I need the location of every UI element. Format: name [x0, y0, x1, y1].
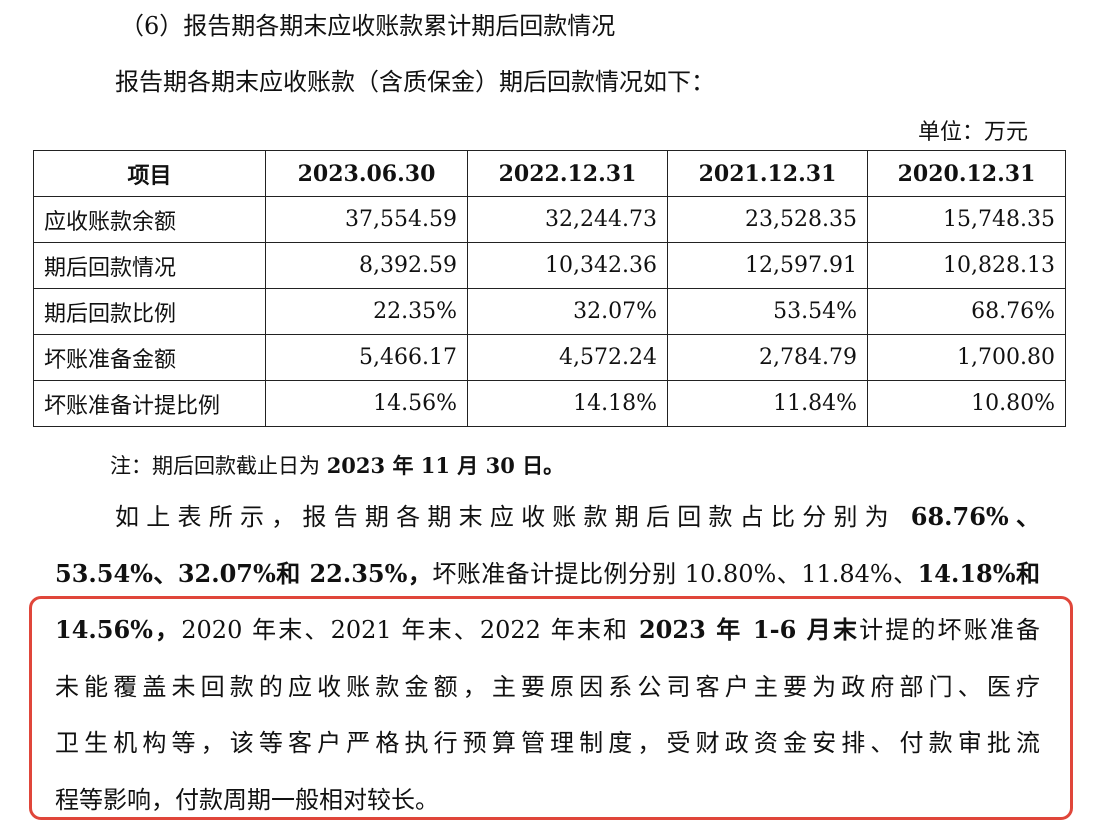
- cell: 1,700.80: [867, 334, 1066, 381]
- cell: 15,748.35: [867, 196, 1066, 243]
- table: 项目 2023.06.30 2022.12.31 2021.12.31 2020.12.…: [33, 150, 1066, 427]
- row-label: 坏账准备金额: [33, 334, 266, 381]
- cell: 68.76%: [867, 288, 1066, 335]
- cell: 2,784.79: [667, 334, 868, 381]
- text-run: 53.54%、32.07%和 22.35%，: [55, 558, 433, 588]
- cell: 5,466.17: [265, 334, 468, 381]
- text-run: 14.18%和: [917, 558, 1040, 588]
- unit: 单位：万元: [918, 120, 1029, 145]
- header-cell: 2022.12.31: [467, 150, 668, 197]
- text-run: 如上表所示，报告期各期末应收账款期后回款占比分别为: [115, 503, 911, 531]
- heading: （6）报告期各期末应收账款累计期后回款情况: [120, 12, 616, 40]
- text-run: 程等影响，付款周期一般相对较长。: [55, 785, 439, 814]
- cell: 8,392.59: [265, 242, 468, 289]
- cell: 10,828.13: [867, 242, 1066, 289]
- row-label: 期后回款比例: [33, 288, 266, 335]
- row-label: 坏账准备计提比例: [33, 380, 266, 427]
- text-run: 未能覆盖未回款的应收账款金额，主要原因系公司客户主要为政府部门、医疗: [55, 672, 1040, 701]
- row: 坏账准备计提比例 14.56% 14.18% 11.84% 10.80%: [33, 380, 1066, 427]
- header-cell: 2020.12.31: [867, 150, 1066, 197]
- cell: 53.54%: [667, 288, 868, 335]
- row: 应收账款余额 37,554.59 32,244.73 23,528.35 15,748.…: [33, 196, 1066, 243]
- paragraph-line: 53.54%、32.07%和 22.35%，坏账准备计提比例分别 10.80%、…: [55, 554, 1040, 589]
- paragraph-line: 如上表所示，报告期各期末应收账款期后回款占比分别为 68.76%、: [115, 497, 1040, 532]
- paragraph-line: 卫生机构等，该等客户严格执行预算管理制度，受财政资金安排、付款审批流: [55, 723, 1040, 758]
- text-run: 注：期后回款截止日为: [110, 454, 327, 478]
- row: 坏账准备金额 5,466.17 4,572.24 2,784.79 1,700.80: [33, 334, 1066, 381]
- text-run: 计提的坏账准备: [859, 616, 1040, 644]
- intro: 报告期各期末应收账款（含质保金）期后回款情况如下：: [115, 68, 715, 96]
- cell: 12,597.91: [667, 242, 868, 289]
- cell: 14.18%: [467, 380, 668, 427]
- cell: 4,572.24: [467, 334, 668, 381]
- text-run: 2020 年末、2021 年末、2022 年末和: [181, 616, 639, 644]
- row-label: 期后回款情况: [33, 242, 266, 289]
- header-cell: 2023.06.30: [265, 150, 468, 197]
- cell: 23,528.35: [667, 196, 868, 243]
- cell: 22.35%: [265, 288, 468, 335]
- cell: 10.80%: [867, 380, 1066, 427]
- paragraph-line: 14.56%，2020 年末、2021 年末、2022 年末和 2023 年 1…: [55, 610, 1040, 645]
- cell: 10,342.36: [467, 242, 668, 289]
- row: 期后回款比例 22.35% 32.07% 53.54% 68.76%: [33, 288, 1066, 335]
- text-run: 2023 年 1-6 月末: [638, 615, 860, 644]
- note: 注：期后回款截止日为 2023 年 11 月 30 日。: [110, 450, 564, 480]
- paragraph-line: 程等影响，付款周期一般相对较长。: [55, 780, 1040, 815]
- highlight-box: [29, 596, 1073, 820]
- text-run: 坏账准备计提比例分别 10.80%、11.84%、: [432, 559, 918, 588]
- cell: 37,554.59: [265, 196, 468, 243]
- cell: 32.07%: [467, 288, 668, 335]
- text-run: 卫生机构等，该等客户严格执行预算管理制度，受财政资金安排、付款审批流: [55, 729, 1040, 757]
- cell: 11.84%: [667, 380, 868, 427]
- text-run: 14.56%，: [55, 615, 182, 644]
- row: 期后回款情况 8,392.59 10,342.36 12,597.91 10,828.1…: [33, 242, 1066, 289]
- text-run: 68.76%、: [910, 502, 1040, 531]
- row-label: 应收账款余额: [33, 196, 266, 243]
- paragraph-line: 未能覆盖未回款的应收账款金额，主要原因系公司客户主要为政府部门、医疗: [55, 667, 1040, 702]
- header-cell: 项目: [33, 150, 266, 197]
- cell: 32,244.73: [467, 196, 668, 243]
- cell: 14.56%: [265, 380, 468, 427]
- header-row: 项目 2023.06.30 2022.12.31 2021.12.31 2020.12.…: [33, 150, 1066, 197]
- text-run: 2023 年 11 月 30 日。: [326, 453, 565, 478]
- header-cell: 2021.12.31: [667, 150, 868, 197]
